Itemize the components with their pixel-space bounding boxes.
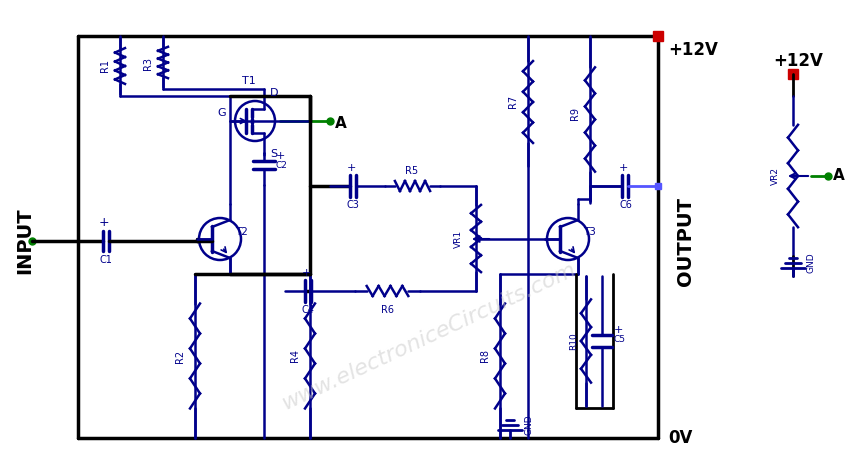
Text: C2: C2 <box>276 160 288 169</box>
Text: VR1: VR1 <box>454 230 463 248</box>
Text: +: + <box>99 216 109 229</box>
Text: S: S <box>270 149 277 159</box>
Text: T3: T3 <box>583 227 596 237</box>
Text: R9: R9 <box>570 107 580 119</box>
Text: +12V: +12V <box>773 52 823 70</box>
Text: R8: R8 <box>480 349 490 363</box>
Text: R5: R5 <box>405 166 418 176</box>
Text: +12V: +12V <box>668 41 718 59</box>
Text: C1: C1 <box>100 255 113 265</box>
Text: A: A <box>833 169 844 184</box>
Text: R10: R10 <box>569 332 578 350</box>
Text: OUTPUT: OUTPUT <box>677 197 696 286</box>
Text: R4: R4 <box>290 349 300 363</box>
Text: R7: R7 <box>508 94 518 108</box>
Text: +: + <box>276 151 285 161</box>
Text: G: G <box>217 108 226 118</box>
Text: R6: R6 <box>381 305 393 315</box>
Text: INPUT: INPUT <box>15 208 34 274</box>
Text: +: + <box>614 325 624 335</box>
Text: C4: C4 <box>302 305 314 315</box>
Text: +: + <box>618 163 628 173</box>
Text: T2: T2 <box>235 227 248 237</box>
Text: R2: R2 <box>175 349 185 363</box>
Text: C5: C5 <box>614 335 626 344</box>
Text: www.electroniceCircuits.com: www.electroniceCircuits.com <box>278 259 579 413</box>
Text: +: + <box>302 268 311 278</box>
Text: GND: GND <box>524 415 533 436</box>
Text: +: + <box>346 163 356 173</box>
Text: C3: C3 <box>346 200 359 210</box>
Text: C6: C6 <box>619 200 632 210</box>
Text: R3: R3 <box>143 57 153 69</box>
Text: A: A <box>335 116 347 130</box>
Text: D: D <box>270 88 278 98</box>
Text: VR2: VR2 <box>771 167 780 185</box>
Text: T1: T1 <box>242 76 256 86</box>
Text: R1: R1 <box>100 60 110 72</box>
Text: GND: GND <box>807 253 816 273</box>
Text: 0V: 0V <box>668 429 692 447</box>
